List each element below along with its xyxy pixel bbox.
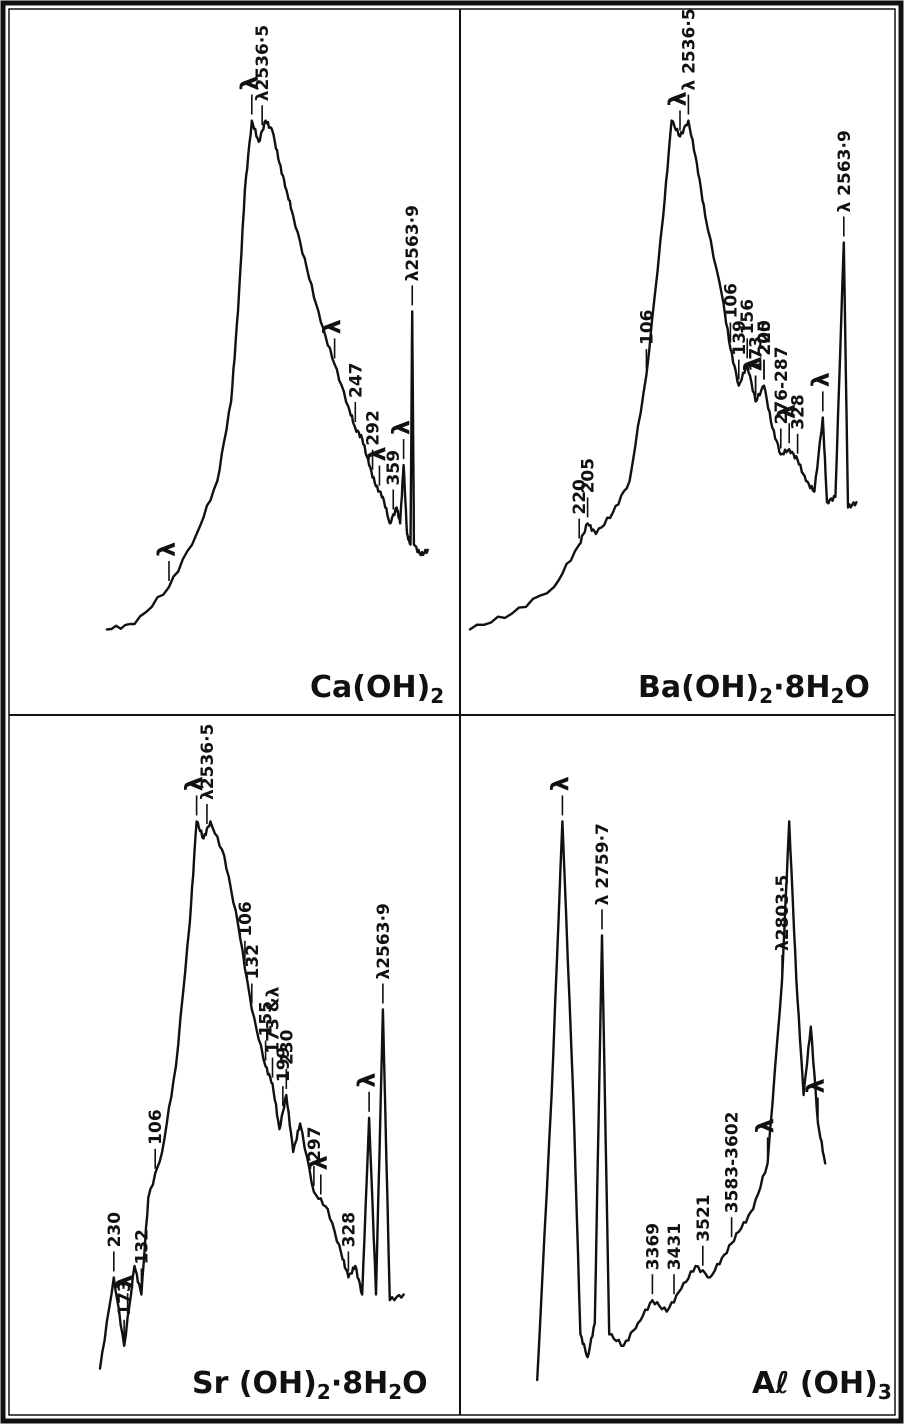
annotation-label: 247 [346, 363, 366, 399]
annotation-label: 106 [721, 283, 741, 319]
annotation-label: λ [112, 1274, 140, 1289]
annotation-label: 155 [257, 1001, 277, 1037]
title-ba-oh2-8h2o: Ba(OH)2·8H2O [638, 670, 870, 708]
title-ca-oh2: Ca(OH)2 [310, 670, 444, 708]
annotation-label: λ [363, 446, 391, 461]
annotation-label: 3369 [643, 1223, 663, 1270]
spectrum-trace [105, 119, 429, 631]
annotation-label: λ [353, 1073, 381, 1088]
annotation-label: λ 2536·5 [679, 8, 699, 90]
annotation-label: 156 [738, 299, 758, 335]
annotation-label: λ [305, 1155, 333, 1170]
annotation-label: λ [236, 75, 264, 90]
annotation-label: 106 [236, 901, 256, 937]
annotation-label: 220 [755, 320, 775, 356]
annotation-label: λ [664, 91, 692, 106]
annotation-label: 220 [570, 479, 590, 515]
annotation-label: 106 [637, 310, 657, 346]
title-al-oh3: Aℓ (OH)3 [752, 1366, 892, 1404]
annotation-label: λ [181, 776, 209, 791]
annotation-label: 132 [132, 1229, 152, 1265]
annotation-label: λ [802, 1078, 830, 1093]
annotation-label: 173 [115, 1280, 135, 1316]
spectrum-trace [468, 119, 858, 631]
annotation-label: λ [388, 420, 416, 435]
annotation-label: λ [752, 1118, 780, 1133]
annotation-label: 359 [384, 450, 404, 486]
annotation-label: 3431 [665, 1223, 685, 1270]
annotation-label: 297 [305, 1126, 325, 1162]
annotation-label: 205 [755, 320, 775, 356]
annotation-label: λ [773, 404, 801, 419]
spectrum-trace [536, 820, 827, 1382]
annotation-label: λ [153, 542, 181, 557]
annotation-label: 3583-3602 [723, 1112, 743, 1214]
annotation-label: 205 [579, 458, 599, 494]
annotation-label: λ2803·5 [773, 875, 793, 951]
annotation-label: λ [807, 372, 835, 387]
annotation-label: λ2563·9 [374, 903, 394, 979]
spectrum-trace [98, 820, 405, 1370]
annotation-label: 106 [146, 1109, 166, 1145]
annotation-label: 3521 [694, 1194, 714, 1241]
annotation-label: 292 [364, 410, 384, 446]
annotation-label: 199 [274, 1047, 294, 1083]
annotation-label: 173 &λ [264, 986, 284, 1053]
annotation-label: λ 2563·9 [835, 130, 855, 212]
annotation-label: λ 2759·7 [593, 823, 613, 905]
annotation-label: 139 [730, 320, 750, 356]
inner-frame [8, 8, 896, 1416]
panel-al-oh3: λ λ 2759·7 3369 3431 3521 3583-3602 λ λ2803·5 λ [536, 776, 830, 1382]
annotation-label: λ2563·9 [403, 205, 423, 281]
annotation-label: λ2536·5 [198, 724, 218, 800]
annotation-label: λ [546, 776, 574, 791]
annotation-label: 276-287 [772, 346, 792, 424]
annotation-label: 328 [789, 394, 809, 430]
annotation-label: 328 [339, 1212, 359, 1248]
annotation-label: 230 [105, 1212, 125, 1248]
annotation-label: λ2536·5 [253, 25, 273, 101]
annotation-label: 132 [243, 944, 263, 980]
title-sr-oh2-8h2o: Sr (OH)2·8H2O [192, 1366, 428, 1404]
annotation-label: 173 [747, 336, 767, 372]
annotation-label: 230 [277, 1029, 297, 1065]
annotation-label: λ [740, 356, 768, 371]
annotation-label: λ [319, 319, 347, 334]
